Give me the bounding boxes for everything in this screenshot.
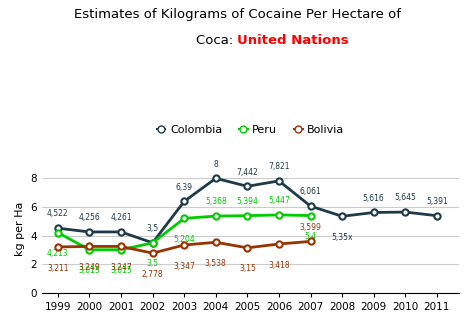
Text: 2,778: 2,778: [142, 270, 164, 279]
Text: Coca: United Nations: Coca: United Nations: [167, 34, 307, 47]
Text: United Nations: United Nations: [237, 34, 348, 47]
Text: Estimates of Kilograms of Cocaine Per Hectare of: Estimates of Kilograms of Cocaine Per He…: [73, 8, 401, 21]
Text: 3,15: 3,15: [239, 265, 256, 273]
Text: 5,394: 5,394: [237, 197, 258, 206]
Text: 4,261: 4,261: [110, 213, 132, 222]
Text: 8: 8: [213, 160, 218, 169]
Text: 3,538: 3,538: [205, 259, 227, 268]
Text: 3,5: 3,5: [146, 260, 159, 268]
Text: 4,213: 4,213: [47, 249, 69, 258]
Text: 3,599: 3,599: [300, 223, 321, 232]
Y-axis label: kg per Ha: kg per Ha: [15, 201, 25, 256]
Text: 7,442: 7,442: [237, 168, 258, 177]
Text: 5,35x: 5,35x: [331, 233, 353, 242]
Text: 3,5: 3,5: [146, 224, 159, 233]
Text: 6,061: 6,061: [300, 187, 321, 197]
Text: 4,522: 4,522: [47, 209, 69, 218]
Text: 3,247: 3,247: [110, 263, 132, 272]
Text: 3,211: 3,211: [47, 264, 69, 273]
Text: 5,645: 5,645: [394, 193, 416, 202]
Text: Coca:: Coca:: [195, 34, 237, 47]
Text: 3,015: 3,015: [110, 267, 132, 275]
Text: 5,447: 5,447: [268, 196, 290, 205]
Text: 5,391: 5,391: [426, 197, 448, 206]
Text: 3,418: 3,418: [268, 261, 290, 270]
Text: 4,256: 4,256: [79, 213, 100, 222]
Text: 3,347: 3,347: [173, 262, 195, 271]
Text: 7,821: 7,821: [268, 162, 290, 171]
Legend: Colombia, Peru, Bolivia: Colombia, Peru, Bolivia: [152, 121, 349, 139]
Text: 3,015: 3,015: [79, 267, 100, 275]
Text: 5,368: 5,368: [205, 197, 227, 206]
Text: 5,4: 5,4: [304, 232, 317, 241]
Text: 3,249: 3,249: [79, 263, 100, 272]
Text: 6,39: 6,39: [176, 183, 193, 192]
Text: 5,616: 5,616: [363, 194, 384, 203]
Text: 5,204: 5,204: [173, 235, 195, 244]
